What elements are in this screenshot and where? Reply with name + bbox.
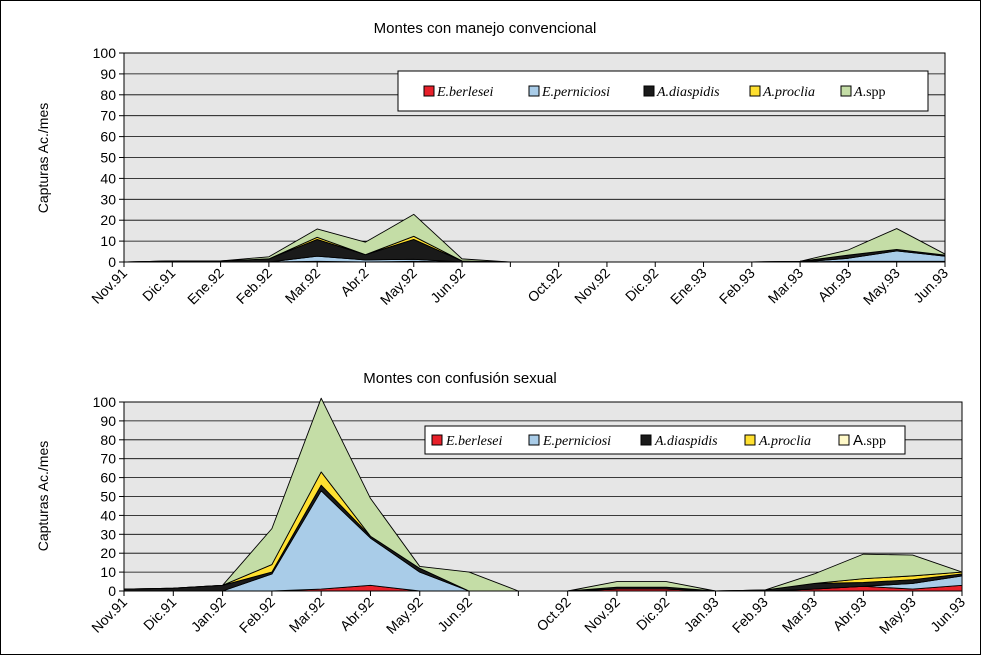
legend-label-a-diaspidis: A.diaspidis	[654, 434, 718, 449]
y-tick-label: 90	[100, 413, 116, 429]
y-tick-label: 70	[100, 451, 116, 467]
chart-2-title: Montes con confusión sexual	[363, 370, 556, 387]
y-tick-label: 40	[100, 170, 116, 186]
y-tick-label: 80	[100, 87, 116, 103]
legend-1: E.berlesei E.perniciosi A.diaspidis A.procl…	[397, 70, 929, 112]
legend-box	[424, 425, 906, 455]
y-tick-label: 30	[100, 526, 116, 542]
y-tick-label: 10	[100, 564, 116, 580]
chart-2-ylabel: Capturas Ac./mes	[35, 441, 51, 552]
y-tick-label: 20	[100, 212, 116, 228]
area-a-spp	[123, 213, 946, 263]
legend-swatch-a-spp	[840, 85, 852, 97]
y-tick-label: 10	[100, 233, 116, 249]
legend-label-a-spp: A.spp	[853, 85, 886, 100]
area-a-spp	[123, 397, 963, 592]
legend-label-e-berlesei: E.berlesei	[436, 85, 493, 100]
legend-swatch-e-berlesei	[423, 85, 435, 97]
y-tick-label: 30	[100, 191, 116, 207]
y-tick-label: 70	[100, 108, 116, 124]
legend-label-a-proclia: A.proclia	[762, 85, 815, 100]
y-tick-label: 90	[100, 66, 116, 82]
legend-box	[397, 70, 929, 112]
y-tick-label: 40	[100, 507, 116, 523]
y-tick-label: 0	[108, 254, 116, 270]
y-tick-label: 0	[108, 583, 116, 599]
legend-label-e-berlesei: E.berlesei	[445, 434, 502, 449]
y-tick-label: 50	[100, 489, 116, 505]
legend-label-a-diaspidis: A.diaspidis	[656, 85, 720, 100]
y-tick-label: 80	[100, 432, 116, 448]
chart-1-title: Montes con manejo convencional	[374, 20, 597, 37]
legend-swatch-e-perniciosi	[528, 85, 540, 97]
legend-swatch-a-diaspidis	[640, 434, 652, 446]
legend-swatch-e-berlesei	[431, 434, 443, 446]
legend-swatch-a-proclia	[744, 434, 756, 446]
legend-label-a-proclia: A.proclia	[758, 434, 811, 449]
legend-swatch-a-proclia	[749, 85, 761, 97]
legend-label-e-perniciosi: E.perniciosi	[541, 85, 610, 100]
y-tick-label: 100	[93, 394, 117, 410]
y-tick-label: 100	[93, 45, 117, 61]
legend-swatch-a-diaspidis	[643, 85, 655, 97]
chart-1-ylabel: Capturas Ac./mes	[35, 103, 51, 214]
y-tick-label: 20	[100, 545, 116, 561]
legend-label-a-spp: A.spp	[853, 432, 886, 449]
legend-2: E.berlesei E.perniciosi A.diaspidis A.procl…	[424, 425, 906, 455]
legend-label-e-perniciosi: E.perniciosi	[542, 434, 611, 449]
y-tick-label: 60	[100, 470, 116, 486]
legend-swatch-e-perniciosi	[528, 434, 540, 446]
y-tick-label: 60	[100, 129, 116, 145]
y-tick-label: 50	[100, 150, 116, 166]
legend-swatch-a-spp	[838, 434, 850, 446]
